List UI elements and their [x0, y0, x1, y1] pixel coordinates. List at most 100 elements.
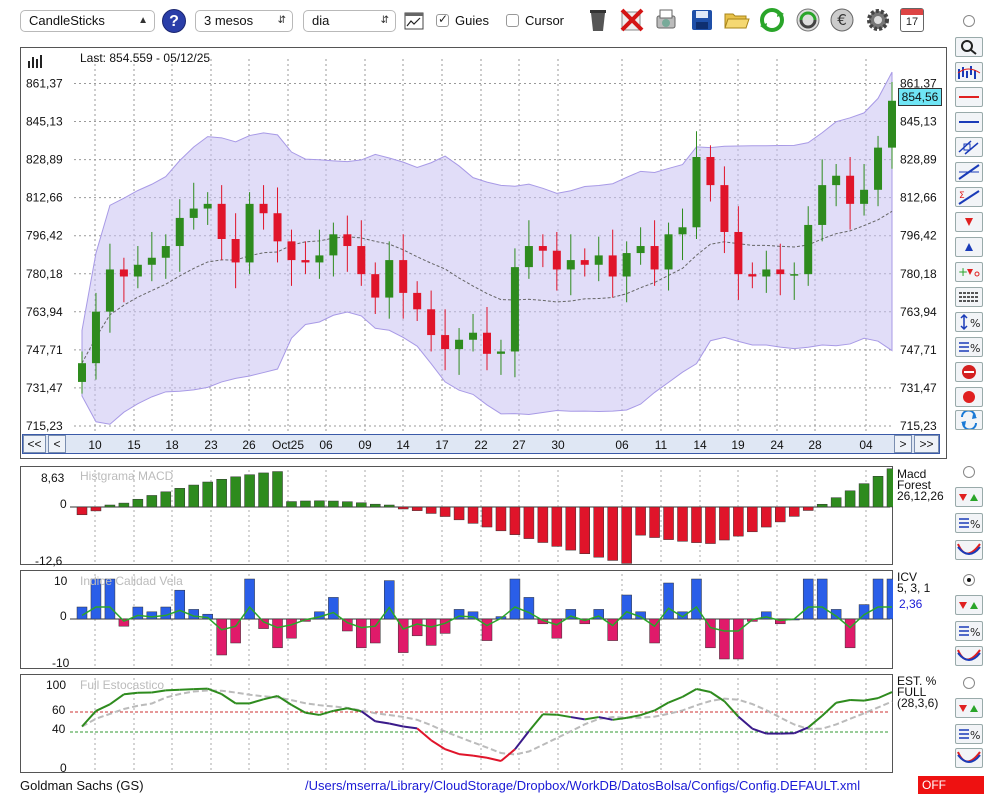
date-tick: 17: [435, 438, 449, 452]
icv-radio[interactable]: [963, 574, 975, 586]
macd-bar: [663, 506, 674, 540]
red-line-tool-button[interactable]: [955, 87, 983, 107]
icv-bar: [118, 618, 130, 627]
candle-body: [832, 175, 841, 186]
bollinger-band: [81, 71, 893, 425]
arrow-down-tool-button[interactable]: [955, 212, 983, 232]
stochastic-params: (28,3,6): [897, 696, 939, 710]
calendar-icon[interactable]: 17: [900, 8, 924, 32]
folder-open-icon[interactable]: [722, 6, 750, 34]
first-page-button[interactable]: <<: [23, 435, 46, 453]
euro-icon[interactable]: €: [828, 6, 856, 34]
stochastic-radio[interactable]: [963, 677, 975, 689]
macd-bar: [146, 495, 158, 508]
stochastic-chart[interactable]: [20, 674, 893, 773]
cursor-checkbox[interactable]: [506, 14, 519, 27]
trash-icon[interactable]: [584, 6, 612, 34]
config-path-link[interactable]: /Users/mserra/Library/CloudStorage/Dropb…: [305, 778, 861, 793]
stochastic-curve-button[interactable]: [955, 748, 983, 768]
macd-label: Macd: [897, 467, 927, 481]
stochastic-k-line: [682, 688, 697, 698]
macd-bar: [565, 506, 577, 551]
levels-tool-button[interactable]: [955, 287, 983, 307]
calendar-day: 17: [905, 16, 919, 28]
stochastic-k-line: [640, 709, 655, 717]
date-tick: 24: [770, 438, 784, 452]
chevron-updown-icon: ▲: [138, 15, 148, 26]
macd-chart[interactable]: [20, 466, 893, 565]
macd-radio[interactable]: [963, 466, 975, 478]
channel-tool-button[interactable]: [955, 137, 983, 157]
icv-levels-button[interactable]: %: [955, 621, 983, 641]
candle-body: [217, 203, 226, 240]
candle-body: [706, 156, 715, 186]
no-entry-button[interactable]: [955, 362, 983, 382]
macd-bar: [719, 506, 730, 541]
stochastic-k-line: [556, 713, 571, 719]
chart-window-icon[interactable]: [404, 12, 424, 30]
buy-sell-tool-button[interactable]: +: [955, 262, 983, 282]
trendline-tool-button[interactable]: [955, 162, 983, 182]
connection-status-badge[interactable]: OFF: [918, 776, 984, 794]
date-scrollbar[interactable]: [22, 434, 940, 454]
candle-body: [734, 231, 743, 275]
interval-select[interactable]: dia ⇵: [303, 10, 396, 32]
macd-bar: [705, 506, 716, 544]
percent-range-tool-button[interactable]: %: [955, 312, 983, 332]
print-icon[interactable]: [652, 6, 680, 34]
help-icon[interactable]: ?: [162, 9, 186, 33]
macd-signals-button[interactable]: [955, 487, 983, 507]
icv-signals-button[interactable]: [955, 595, 983, 615]
swap-button[interactable]: [955, 409, 983, 431]
delete-icon[interactable]: [618, 6, 646, 34]
macd-levels-button[interactable]: %: [955, 513, 983, 533]
record-button[interactable]: [955, 387, 983, 407]
blue-line-tool-button[interactable]: [955, 112, 983, 132]
stochastic-k-line: [835, 699, 851, 704]
main-chart-radio[interactable]: [963, 15, 975, 27]
prev-page-button[interactable]: <: [48, 435, 66, 453]
arrow-up-tool-button[interactable]: [955, 237, 983, 257]
next-page-button[interactable]: >: [894, 435, 912, 453]
stochastic-k-line: [654, 701, 670, 712]
macd-curve-button[interactable]: [955, 540, 983, 560]
icv-chart[interactable]: [20, 570, 893, 669]
percent-lines-tool-button[interactable]: %: [955, 337, 983, 357]
candle-body: [748, 274, 757, 277]
stochastic-signals-button[interactable]: [955, 698, 983, 718]
fibonacci-tool-button[interactable]: Σ: [955, 187, 983, 207]
last-page-button[interactable]: >>: [914, 435, 939, 453]
stochastic-k-line: [752, 727, 767, 735]
stochastic-k-line: [821, 702, 837, 717]
stochastic-k-line: [486, 756, 502, 762]
macd-bar: [132, 498, 144, 508]
chart-type-select[interactable]: CandleSticks ▲: [20, 10, 155, 32]
price-chart[interactable]: 861,37 861,37 845,13 845,13 828,89 828,89 812,…: [20, 47, 947, 459]
candle-tool-button[interactable]: [955, 62, 983, 82]
stochastic-levels-button[interactable]: %: [955, 724, 983, 744]
icv-bar: [425, 618, 437, 646]
candle-body: [888, 100, 896, 148]
macd-bar: [872, 476, 884, 508]
date-tick: 04: [859, 438, 873, 452]
zoom-tool-button[interactable]: [955, 37, 983, 57]
candle-body: [91, 311, 100, 364]
guies-checkbox[interactable]: ✓: [436, 12, 449, 27]
macd-bar: [90, 506, 102, 512]
gear-icon[interactable]: [864, 6, 892, 34]
icv-bar: [370, 618, 381, 644]
sync-icon[interactable]: [794, 6, 822, 34]
stochastic-k-line: [514, 730, 530, 750]
date-tick: 09: [358, 438, 372, 452]
save-icon[interactable]: [688, 6, 716, 34]
stochastic-k-line: [276, 695, 293, 706]
period-select[interactable]: 3 mesos ⇵: [195, 10, 293, 32]
candle-body: [371, 274, 380, 298]
stochastic-y-tick: 40: [52, 722, 66, 736]
candle-body: [790, 274, 799, 276]
candle-body: [441, 335, 450, 350]
date-tick: 27: [512, 438, 526, 452]
refresh-icon[interactable]: [758, 6, 786, 34]
stochastic-k-line: [598, 716, 613, 721]
icv-curve-button[interactable]: [955, 646, 983, 666]
